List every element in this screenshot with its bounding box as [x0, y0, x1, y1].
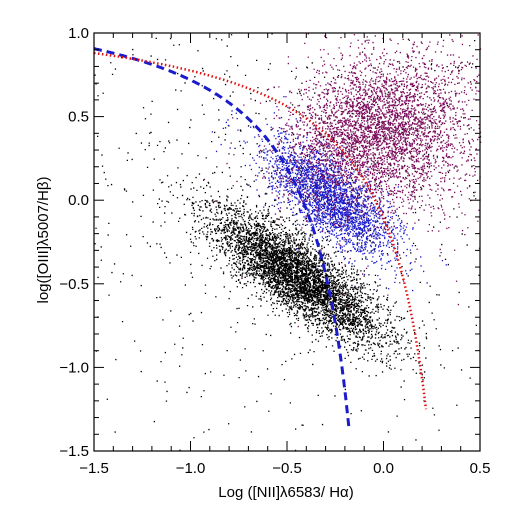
y-tick-label: 0.0 — [68, 192, 89, 209]
plot-border — [93, 32, 481, 452]
point-group-1 — [94, 33, 482, 452]
y-tick-label: −0.5 — [59, 276, 89, 293]
y-tick-label: −1.5 — [59, 443, 89, 460]
y-tick-label: 1.0 — [68, 25, 89, 42]
scatter-points — [94, 33, 482, 452]
point-group-2 — [211, 96, 447, 292]
y-tick-label: −1.0 — [59, 359, 89, 376]
axis-ticks: −1.5 −1.0 −0.5 0.0 0.5 −1.5 −1.0 −0.5 0.0 0.5 1.0 — [59, 25, 490, 477]
dividing-curves — [93, 47, 428, 427]
x-tick-label: −1.5 — [79, 460, 109, 477]
curve-dotted-1 — [93, 51, 428, 410]
x-axis-label: Log ([NII]λ6583/ Hα) — [218, 484, 353, 501]
curve-dashed-0 — [93, 47, 351, 427]
y-tick-label: 0.5 — [68, 109, 89, 126]
x-tick-label: −0.5 — [272, 460, 302, 477]
x-tick-label: −1.0 — [176, 460, 206, 477]
y-axis-label: log([OIII]λ5007/Hβ) — [35, 176, 52, 303]
plot-frame — [93, 32, 481, 452]
point-group-0 — [124, 171, 463, 406]
x-tick-label: 0.0 — [373, 460, 394, 477]
x-tick-label: 0.5 — [470, 460, 491, 477]
